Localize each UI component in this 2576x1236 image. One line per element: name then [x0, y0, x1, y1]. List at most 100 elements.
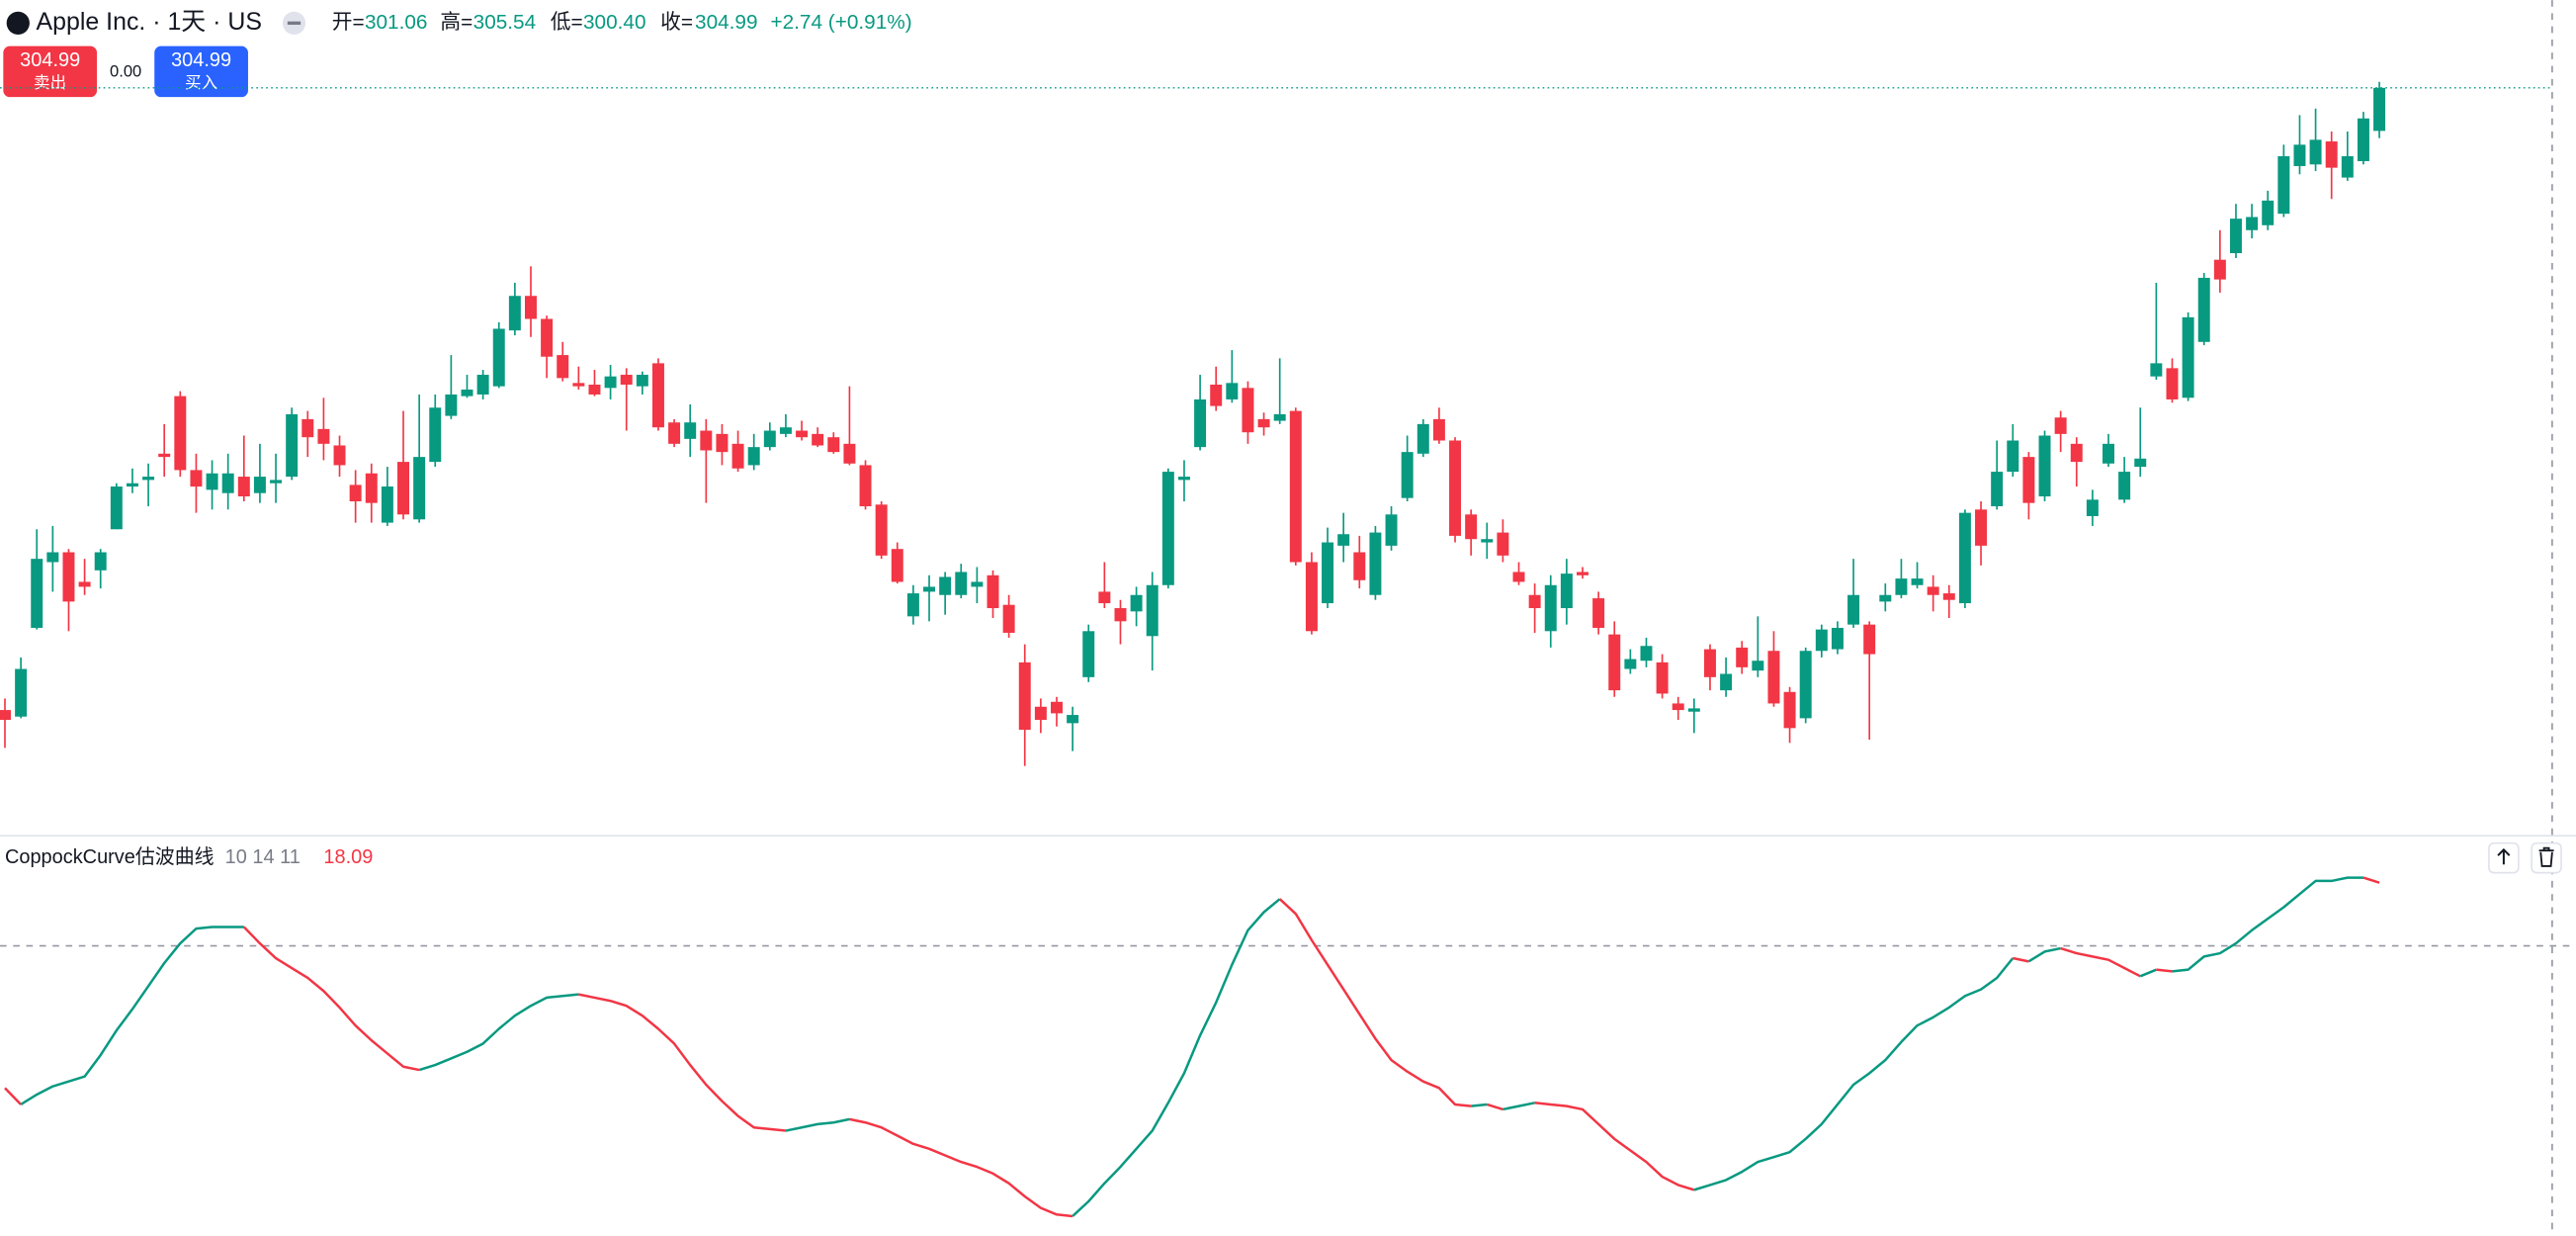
candle-body — [1656, 662, 1669, 694]
delete-button[interactable] — [2531, 841, 2562, 874]
indicator-line — [4, 1087, 23, 1105]
candle-body — [158, 453, 171, 458]
candle-body — [508, 296, 521, 331]
ohlc-label: 开= — [332, 11, 365, 34]
candle-body — [1369, 532, 1382, 595]
candle-body — [1592, 598, 1605, 628]
candle-body — [1847, 594, 1860, 625]
candle-body — [747, 447, 760, 466]
ohlc-value: 300.40 — [583, 11, 646, 34]
candle-body — [2038, 435, 2051, 497]
candle-body — [1481, 539, 1494, 543]
indicator-line — [1278, 898, 1472, 1107]
candle-body — [174, 396, 187, 471]
candle-body — [62, 552, 75, 602]
indicator-line — [418, 993, 579, 1072]
candle-body — [142, 477, 155, 481]
sell-button[interactable]: 304.99 卖出 — [3, 45, 98, 98]
candle-body — [1736, 647, 1749, 667]
candle-body — [1640, 646, 1653, 662]
candle-body — [1512, 572, 1525, 582]
candle-body — [2103, 443, 2114, 464]
candle-body — [700, 430, 713, 451]
candle-body — [221, 473, 234, 493]
candle-body — [1226, 383, 1239, 399]
indicator-value: 18.09 — [323, 846, 373, 868]
candle-body — [349, 485, 362, 501]
candle-body — [1528, 594, 1541, 609]
indicator-line — [2139, 968, 2157, 978]
candle-body — [1353, 552, 1366, 580]
candle-body — [1051, 701, 1063, 714]
candle-body — [2325, 141, 2338, 168]
sell-price: 304.99 — [20, 49, 80, 71]
candle-body — [588, 384, 601, 395]
candle-body — [397, 462, 410, 515]
indicator-line — [1693, 957, 2015, 1192]
indicator-line — [1486, 1103, 1503, 1111]
candle-body — [237, 477, 250, 497]
candle-body — [2086, 499, 2099, 516]
apple-logo — [6, 11, 30, 35]
candle-body — [286, 413, 299, 478]
candle-body — [1703, 649, 1716, 677]
candle-body — [1257, 418, 1270, 428]
candle-body — [2357, 118, 2369, 161]
candle-body — [253, 477, 266, 493]
indicator-name[interactable]: CoppockCurve估波曲线 — [5, 845, 215, 868]
ohlc-label: 低= — [551, 11, 583, 34]
candle-body — [0, 710, 11, 721]
candle-body — [2277, 155, 2290, 215]
move-up-button[interactable] — [2488, 841, 2520, 874]
candle-body — [1082, 631, 1095, 677]
candle-body — [939, 576, 952, 595]
candle-body — [1273, 413, 1286, 421]
candle-body — [1337, 534, 1350, 546]
candle-body — [365, 473, 378, 503]
candle-body — [1815, 629, 1828, 652]
candle-body — [1577, 572, 1589, 575]
indicator-line — [242, 926, 420, 1072]
candle-body — [1608, 634, 1621, 691]
candle-body — [1624, 659, 1637, 669]
candle-body — [525, 296, 537, 319]
candle-body — [827, 437, 840, 453]
candle-body — [445, 394, 458, 416]
candle-body — [875, 504, 888, 556]
candle-body — [94, 552, 107, 571]
candle-body — [2197, 277, 2210, 342]
candle-body — [1146, 584, 1159, 637]
symbol-title[interactable]: Apple Inc. · 1天 · US — [37, 8, 262, 36]
candle-body — [1975, 509, 1988, 546]
indicator-line — [2060, 946, 2141, 978]
candle-body — [1560, 574, 1573, 609]
candle-body — [2134, 458, 2147, 468]
candle-body — [779, 427, 792, 434]
candle-body — [1130, 594, 1143, 612]
candle-body — [668, 422, 681, 444]
indicator-line — [785, 1117, 850, 1132]
candle-body — [1067, 715, 1079, 724]
candle-body — [716, 433, 729, 453]
candle-body — [1385, 514, 1398, 546]
candle-body — [476, 375, 489, 395]
candle-body — [2054, 417, 2067, 434]
candle-body — [31, 559, 43, 628]
candle-body — [46, 552, 59, 563]
candle-body — [557, 355, 569, 379]
indicator-line — [578, 993, 787, 1132]
hide-button[interactable] — [282, 11, 306, 35]
sell-label: 卖出 — [34, 73, 66, 92]
indicator-line — [1072, 898, 1281, 1217]
candle-body — [843, 443, 856, 464]
candle-body — [1210, 384, 1223, 406]
candle-body — [2150, 363, 2163, 377]
candle-body — [1034, 706, 1047, 721]
candle-body — [206, 473, 218, 490]
candle-body — [971, 581, 984, 587]
candle-body — [2229, 219, 2242, 254]
change: +2.74 (+0.91%) — [770, 11, 911, 34]
buy-button[interactable]: 304.99 买入 — [154, 45, 248, 98]
